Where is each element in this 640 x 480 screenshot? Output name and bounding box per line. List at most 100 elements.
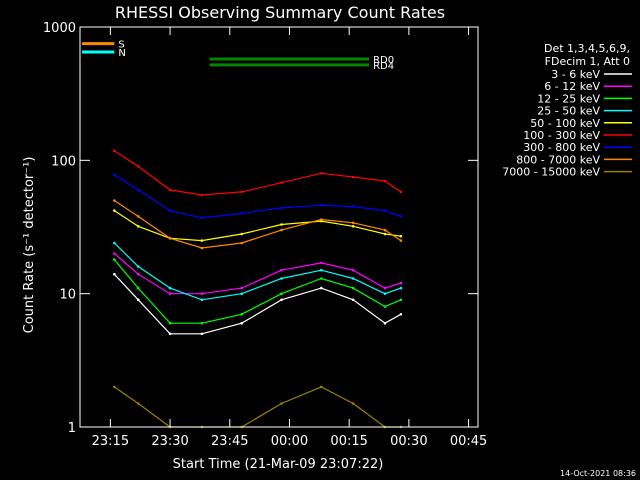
series-point-7-0 (113, 199, 116, 202)
series-point-3-5 (280, 277, 283, 280)
series-point-3-0 (113, 241, 116, 245)
series-point-4-3 (200, 239, 204, 242)
timestamp: 14-Oct-2021 08:36 (560, 469, 636, 478)
x-axis-label: Start Time (21-Mar-09 23:07:22) (173, 457, 384, 472)
series-point-0-8 (383, 321, 387, 325)
series-line-3 (113, 242, 402, 301)
series-line-0 (113, 273, 402, 335)
legend-label-8: 7000 - 15000 keV (502, 166, 600, 179)
series-point-7-3 (200, 246, 204, 250)
series-point-0-6 (320, 286, 323, 290)
series-point-4-4 (240, 232, 244, 236)
series-point-6-2 (168, 209, 172, 212)
x-tick-label-3: 00:00 (271, 434, 308, 449)
series-point-3-1 (136, 265, 140, 268)
legend-label-6: 300 - 800 keV (523, 141, 600, 154)
series-point-0-3 (200, 332, 204, 336)
series-point-2-6 (320, 277, 323, 280)
series-point-4-0 (113, 209, 116, 212)
series-point-2-1 (136, 286, 140, 290)
legend-label-0: 3 - 6 keV (551, 68, 600, 81)
series-point-1-5 (280, 268, 283, 272)
series-point-1-2 (168, 292, 172, 296)
series-point-5-8 (383, 179, 387, 183)
series-point-1-1 (136, 272, 140, 276)
legend-label-2: 12 - 25 keV (537, 92, 600, 105)
series-point-5-2 (168, 188, 172, 192)
series-point-5-7 (351, 175, 355, 179)
series-point-3-6 (320, 268, 323, 272)
series-point-5-4 (240, 190, 244, 194)
series-line-1 (113, 253, 402, 295)
series-point-4-1 (136, 225, 140, 228)
series-point-6-6 (320, 204, 323, 207)
series-point-0-9 (399, 313, 403, 316)
series-point-5-5 (280, 181, 283, 184)
series-point-5-6 (320, 172, 323, 175)
series-point-7-5 (280, 228, 283, 232)
series-point-7-6 (320, 218, 323, 221)
series-point-2-0 (113, 258, 116, 261)
series-point-6-0 (113, 173, 116, 176)
x-tick-label-1: 23:30 (151, 434, 188, 449)
series-point-5-9 (399, 190, 403, 194)
series-point-7-7 (351, 221, 355, 225)
series-point-6-4 (240, 212, 244, 215)
series-point-3-8 (383, 292, 387, 296)
series-point-3-2 (168, 286, 172, 290)
series-point-0-7 (351, 298, 355, 302)
series-point-6-5 (280, 206, 283, 210)
x-tick-label-0: 23:15 (92, 434, 129, 449)
y-tick-label-1: 10 (59, 288, 76, 303)
series-point-3-7 (351, 277, 355, 280)
y-tick-label-3: 1000 (43, 21, 76, 36)
x-tick-label-5: 00:30 (390, 434, 427, 449)
series-point-3-3 (200, 298, 204, 302)
series-line-5 (114, 150, 402, 196)
series-line-2 (113, 259, 402, 324)
series-point-6-8 (383, 209, 387, 212)
annotation-label-0: S (118, 40, 124, 51)
series-point-7-2 (168, 237, 172, 240)
series-point-1-0 (113, 252, 116, 255)
legend-label-3: 25 - 50 keV (537, 105, 600, 118)
annotation-label-2: RD0 (373, 55, 394, 66)
series-point-4-9 (399, 234, 403, 238)
series-point-6-1 (136, 188, 140, 192)
x-tick-label-2: 23:45 (211, 434, 248, 449)
plot-frame (79, 26, 479, 428)
series-point-5-0 (113, 149, 116, 152)
series-point-8-5 (280, 402, 283, 405)
series-point-7-8 (383, 228, 387, 232)
chart-title: RHESSI Observing Summary Count Rates (115, 3, 445, 22)
series-point-8-7 (351, 402, 355, 405)
series-point-6-7 (351, 205, 355, 208)
series-point-2-7 (351, 286, 355, 290)
series-point-2-2 (168, 321, 172, 325)
series-point-2-4 (240, 313, 244, 316)
series-point-8-0 (113, 385, 116, 389)
series-point-2-8 (383, 305, 387, 308)
x-tick-label-4: 00:15 (330, 434, 367, 449)
series-point-2-3 (200, 321, 204, 325)
legend-label-7: 800 - 7000 keV (516, 153, 600, 166)
series-point-0-5 (280, 298, 283, 302)
series-point-8-6 (320, 385, 323, 389)
series-point-1-6 (320, 261, 323, 265)
series-line-6 (114, 174, 402, 219)
legend: Det 1,3,4,5,6,9,FDecim 1, Att 03 - 6 keV… (502, 42, 632, 179)
annotation-label-3: RD4 (373, 61, 394, 72)
y-axis-label: Count Rate (s⁻¹ detector⁻¹) (22, 157, 37, 334)
series-point-1-9 (399, 281, 403, 285)
y-tick-label-2: 100 (51, 154, 76, 169)
annotation-label-1: N (118, 48, 125, 59)
legend-label-5: 100 - 300 keV (523, 129, 600, 142)
series-point-7-1 (136, 215, 140, 218)
legend-label-4: 50 - 100 keV (530, 117, 600, 130)
series-point-5-1 (136, 165, 140, 168)
legend-header-1: FDecim 1, Att 0 (545, 55, 630, 68)
axes: 23:15 23:30 23:45 00:00 00:15 00:30 00:45 1 10 10… (43, 21, 487, 449)
legend-label-1: 6 - 12 keV (544, 80, 600, 93)
series-point-3-4 (240, 292, 244, 296)
series-point-0-4 (240, 321, 244, 325)
